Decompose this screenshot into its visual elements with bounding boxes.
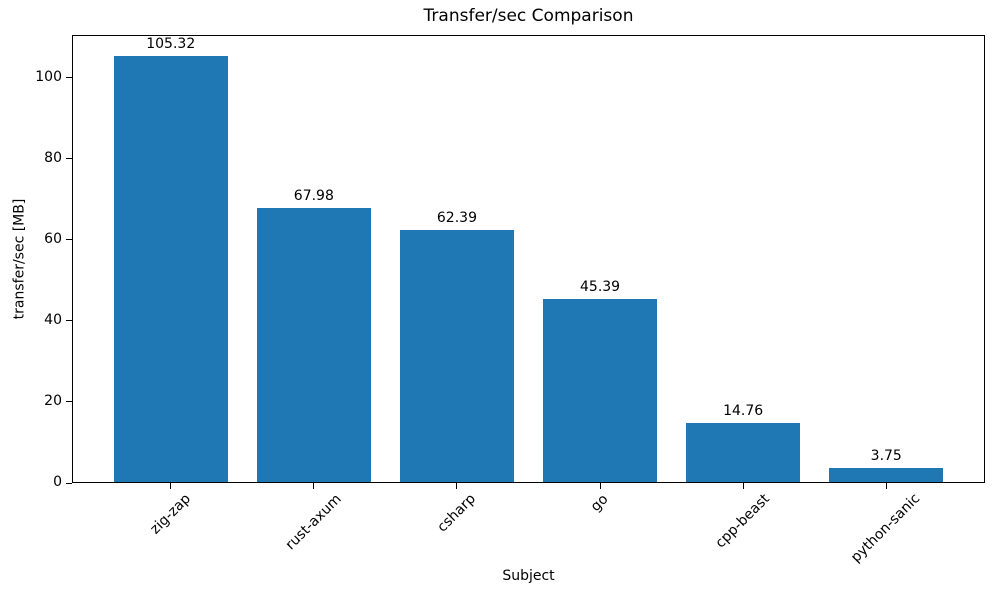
bar-value-label: 45.39 xyxy=(580,279,621,296)
x-tick-label: rust-axum xyxy=(282,491,345,554)
y-tick-mark xyxy=(66,401,72,403)
x-tick-mark xyxy=(742,483,744,489)
x-tick-label: zig-zap xyxy=(147,490,194,538)
x-tick-mark xyxy=(170,483,172,489)
y-tick-label: 20 xyxy=(44,392,62,409)
bar-value-label: 3.75 xyxy=(870,447,902,464)
y-tick-label: 0 xyxy=(53,474,62,490)
bar-value-label: 67.98 xyxy=(293,187,334,204)
y-axis-label: transfer/sec [MB] xyxy=(11,198,28,320)
y-tick-label: 40 xyxy=(44,311,62,328)
x-tick-mark xyxy=(456,483,458,489)
x-tick-mark xyxy=(313,483,315,489)
chart-title: Transfer/sec Comparison xyxy=(423,6,634,26)
bar xyxy=(399,230,515,483)
x-axis-label: Subject xyxy=(502,568,555,584)
bar-value-label: 105.32 xyxy=(146,36,196,53)
y-tick-mark xyxy=(66,239,72,241)
y-tick-mark xyxy=(66,320,72,322)
y-tick-mark xyxy=(66,158,72,160)
bar-value-label: 62.39 xyxy=(436,210,477,227)
bar xyxy=(685,423,801,483)
x-tick-label: go xyxy=(587,490,612,515)
y-tick-label: 80 xyxy=(44,149,62,166)
x-tick-label: cpp-beast xyxy=(712,490,773,552)
y-tick-label: 100 xyxy=(35,68,62,85)
bar xyxy=(829,467,944,483)
plot-area-frame xyxy=(72,35,985,483)
bar xyxy=(113,56,228,483)
x-tick-label: python-sanic xyxy=(848,490,924,567)
x-tick-label: csharp xyxy=(434,490,479,536)
x-tick-mark xyxy=(885,483,887,489)
y-tick-mark xyxy=(66,482,72,484)
bar xyxy=(256,207,372,483)
bar-value-label: 14.76 xyxy=(723,403,764,420)
bar xyxy=(542,299,658,483)
y-tick-mark xyxy=(66,77,72,79)
y-tick-label: 60 xyxy=(44,230,62,247)
x-tick-mark xyxy=(599,483,601,489)
